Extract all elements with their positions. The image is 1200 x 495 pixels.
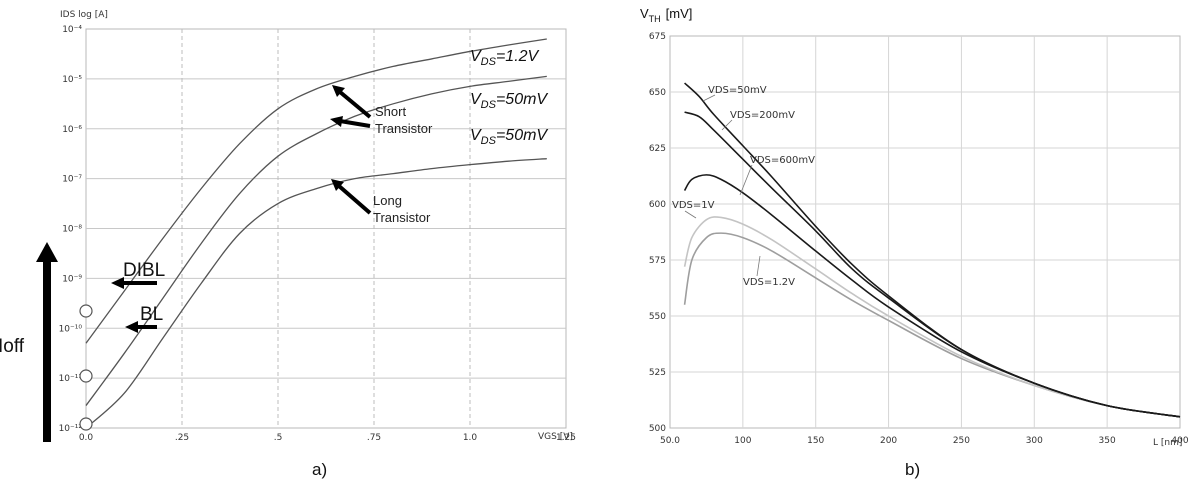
b-x-tick-label-5: 300 (1026, 436, 1043, 446)
ioff-label: Ioff (0, 336, 25, 357)
b-x-tick-label-2: 150 (807, 436, 824, 446)
panel-a-x-ticks: 0.0.25.5.75 1.0 1.25 (79, 433, 576, 443)
b-y-tick-label-5: 625 (649, 144, 666, 154)
a-y-tick-label-8: 10⁻⁴ (62, 25, 82, 35)
b-x-tick-label-3: 200 (880, 436, 897, 446)
panel-b-label: b) (905, 460, 920, 479)
a-y-tick-label-7: 10⁻⁵ (62, 75, 82, 85)
ioff-arrow-shaft (43, 260, 51, 442)
a-x-tick-label-4: 1.0 (463, 433, 478, 443)
a-x-tick-label-3: .75 (367, 433, 381, 443)
ioff-circle-3 (80, 418, 92, 430)
ioff-arrow-head (36, 242, 58, 262)
a-y-tick-label-6: 10⁻⁶ (62, 125, 82, 135)
b-x-tick-label-1: 100 (734, 436, 751, 446)
ioff-circle-1 (80, 305, 92, 317)
a-x-tick-label-1: .25 (175, 433, 189, 443)
a-y-tick-label-4: 10⁻⁸ (62, 225, 82, 235)
a-y-tick-label-5: 10⁻⁷ (62, 175, 82, 185)
b-y-tick-label-1: 525 (649, 368, 666, 378)
short-label-line1: Short (375, 104, 406, 119)
label-vds-600mv: VDS=600mV (750, 155, 815, 166)
a-y-tick-label-1: 10⁻¹¹ (59, 374, 83, 384)
label-vds-200mv: VDS=200mV (730, 110, 795, 121)
short-label-line2: Transistor (375, 121, 433, 136)
a-y-tick-label-3: 10⁻⁹ (62, 274, 82, 284)
a-x-tick-label-2: .5 (274, 433, 283, 443)
ioff-circle-2 (80, 370, 92, 382)
bl-label: BL (140, 304, 163, 325)
panel-b-x-axis-label: L [nm] (1153, 438, 1182, 448)
b-y-tick-label-7: 675 (649, 32, 666, 42)
panel-b-y-axis-label: VTH [mV] (640, 6, 692, 24)
a-y-tick-label-2: 10⁻¹⁰ (59, 324, 83, 334)
dibl-label: DIBL (123, 260, 165, 281)
long-label-line2: Transistor (373, 210, 431, 225)
b-y-tick-label-4: 600 (649, 200, 666, 210)
panel-a-label: a) (312, 460, 327, 479)
panel-b-x-ticks: 50.0 100 150 200 250 300 350 400 (660, 436, 1189, 446)
b-x-tick-label-6: 350 (1099, 436, 1116, 446)
label-vds-1v: VDS=1V (672, 200, 715, 211)
panel-a-x-axis-label: VGS [V] (538, 432, 573, 442)
b-y-tick-label-3: 575 (649, 256, 666, 266)
b-x-tick-label-0: 50.0 (660, 436, 680, 446)
label-vds-1-2v: VDS=1.2V (743, 277, 795, 288)
long-label-line1: Long (373, 193, 402, 208)
b-y-tick-label-2: 550 (649, 312, 666, 322)
panel-a: 10⁻¹²10⁻¹¹10⁻¹⁰10⁻⁹10⁻⁸10⁻⁷10⁻⁶10⁻⁵10⁻⁴ … (0, 10, 576, 479)
panel-b: 500 525 550 575 600 625 650 675 50.0 100 150 200 25… (640, 6, 1189, 479)
label-vds-50mv: VDS=50mV (708, 85, 767, 96)
panel-a-y-axis-label: IDS log [A] (60, 10, 108, 20)
a-x-tick-label-0: 0.0 (79, 433, 94, 443)
b-x-tick-label-4: 250 (953, 436, 970, 446)
b-y-tick-label-6: 650 (649, 88, 666, 98)
panel-b-y-ticks: 500 525 550 575 600 625 650 675 (649, 32, 666, 434)
b-y-tick-label-0: 500 (649, 424, 666, 434)
